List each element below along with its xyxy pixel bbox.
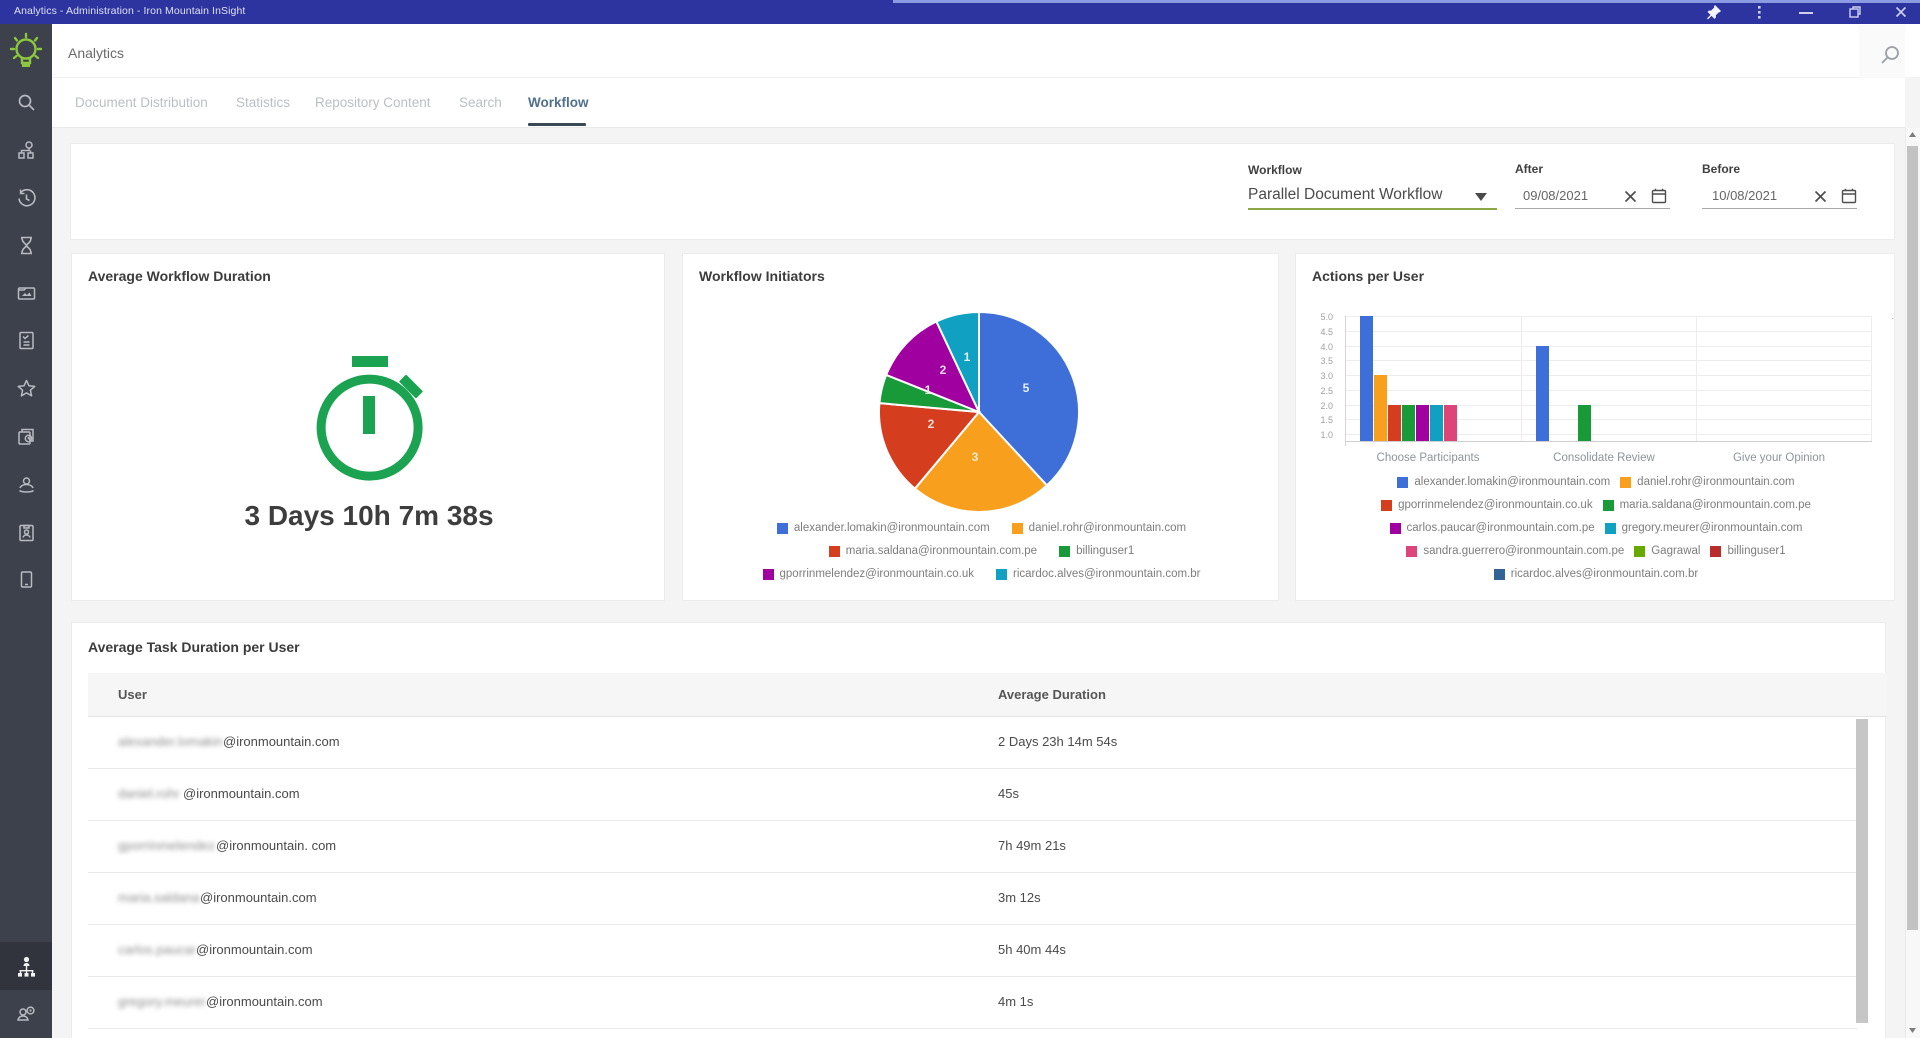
svg-text:1: 1 xyxy=(925,383,932,397)
svg-text:1: 1 xyxy=(964,350,971,364)
svg-text:3: 3 xyxy=(972,450,979,464)
svg-text:5: 5 xyxy=(1023,381,1030,395)
svg-text:2: 2 xyxy=(940,363,947,377)
svg-text:2: 2 xyxy=(928,417,935,431)
